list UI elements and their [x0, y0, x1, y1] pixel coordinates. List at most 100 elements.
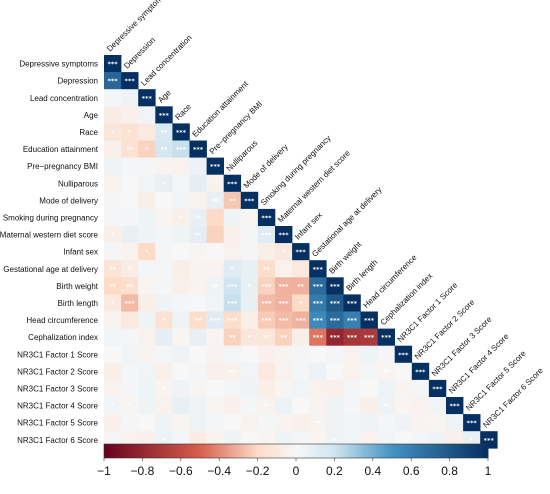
colorbar-segment — [332, 444, 335, 458]
heatmap-cell — [343, 345, 361, 364]
colorbar-segment — [124, 444, 127, 458]
colorbar-segment — [220, 444, 223, 458]
heatmap-cell — [292, 397, 310, 415]
colorbar-segment — [458, 444, 461, 458]
heatmap-cell — [189, 226, 207, 244]
heatmap-cell — [240, 226, 259, 244]
colorbar-tick-label: 0.8 — [441, 464, 458, 478]
heatmap-cell — [206, 260, 224, 278]
colorbar-segment — [272, 444, 275, 458]
heatmap-cell — [411, 379, 430, 398]
heatmap-cell — [275, 397, 293, 415]
heatmap-cell — [240, 397, 259, 415]
colorbar-segment — [240, 444, 243, 458]
heatmap-cell — [121, 72, 139, 90]
row-label: Smoking during pregnancy — [3, 213, 98, 222]
colorbar-segment — [482, 444, 485, 458]
heatmap-cell — [326, 328, 344, 346]
heatmap-cell — [104, 345, 122, 364]
heatmap-cell — [223, 174, 242, 193]
heatmap-cell — [206, 226, 224, 244]
significance-star: ** — [126, 146, 133, 154]
significance-star: *** — [313, 334, 324, 342]
colorbar-segment — [452, 444, 455, 458]
significance-star: ** — [160, 128, 167, 136]
heatmap-cell — [189, 140, 207, 158]
significance-star: ** — [229, 197, 236, 205]
colorbar-segment — [228, 444, 231, 458]
heatmap-cell — [240, 191, 259, 210]
colorbar-segment — [122, 444, 125, 458]
colorbar-segment — [146, 444, 149, 458]
colorbar-segment — [180, 444, 183, 458]
colorbar-segment — [260, 444, 263, 458]
heatmap-cell — [155, 106, 173, 124]
colorbar-segment — [456, 444, 459, 458]
colorbar-segment — [282, 444, 285, 458]
heatmap-cell — [360, 345, 378, 364]
heatmap-cell — [172, 123, 190, 141]
colorbar-segment — [382, 444, 385, 458]
significance-star: *** — [261, 317, 272, 325]
heatmap-cell — [428, 414, 447, 432]
row-label: NR3C1 Factor 2 Score — [17, 367, 98, 376]
row-label: Depressive symptoms — [19, 60, 98, 69]
heatmap-cell — [121, 294, 139, 312]
heatmap-cell — [104, 311, 122, 329]
colorbar-segment — [394, 444, 397, 458]
colorbar-segment — [306, 444, 309, 458]
significance-star: *** — [227, 180, 238, 188]
colorbar-segment — [176, 444, 179, 458]
significance-star: * — [145, 248, 149, 256]
significance-star: * — [470, 436, 474, 444]
column-label: Smoking during pregnancy — [259, 134, 333, 208]
heatmap-cell — [257, 226, 276, 244]
significance-star: ** — [126, 282, 133, 290]
heatmap-cell — [121, 106, 139, 124]
significance-star: *** — [244, 197, 255, 205]
heatmap-cell — [257, 397, 276, 415]
heatmap-cell — [326, 294, 344, 312]
colorbar-segment — [386, 444, 389, 458]
significance-star: ** — [314, 419, 321, 427]
colorbar-tick-label: −0.2 — [246, 464, 270, 478]
colorbar-segment — [296, 444, 299, 458]
significance-star: *** — [313, 282, 324, 290]
colorbar-segment — [448, 444, 451, 458]
heatmap-cell — [138, 294, 156, 312]
heatmap-cell — [121, 379, 139, 398]
heatmap-cell — [257, 294, 276, 312]
heatmap-cell — [223, 226, 242, 244]
column-label: Gestational age at delivery — [310, 185, 383, 258]
heatmap-cell — [104, 243, 122, 261]
colorbar-segment — [322, 444, 325, 458]
heatmap-cell — [189, 260, 207, 278]
column-label: NR3C1 Factor 5 Score — [464, 349, 528, 413]
heatmap-cell — [172, 277, 190, 295]
heatmap-cell — [121, 174, 139, 193]
heatmap-cell — [138, 208, 156, 227]
colorbar-segment — [188, 444, 191, 458]
colorbar-segment — [132, 444, 135, 458]
heatmap-cell — [240, 362, 259, 381]
heatmap-cell — [104, 294, 122, 312]
heatmap-cell — [206, 414, 224, 432]
significance-star: *** — [210, 317, 221, 325]
colorbar-segment — [288, 444, 291, 458]
heatmap-cell — [206, 311, 224, 329]
heatmap-cell — [121, 243, 139, 261]
significance-star: *** — [347, 299, 358, 307]
heatmap-cell — [275, 328, 293, 346]
heatmap-cell — [275, 362, 293, 381]
column-label: Infant sex — [293, 211, 324, 242]
significance-star: *** — [261, 282, 272, 290]
heatmap-cell — [428, 379, 447, 398]
column-label: NR3C1 Factor 3 Score — [430, 314, 494, 378]
heatmap-cell — [257, 414, 276, 432]
colorbar-tick-label: −0.4 — [207, 464, 231, 478]
significance-star: *** — [398, 351, 409, 359]
significance-star: ** — [297, 282, 304, 290]
heatmap-cell — [240, 328, 259, 346]
heatmap-cell — [155, 362, 173, 381]
heatmap-cell — [155, 345, 173, 364]
